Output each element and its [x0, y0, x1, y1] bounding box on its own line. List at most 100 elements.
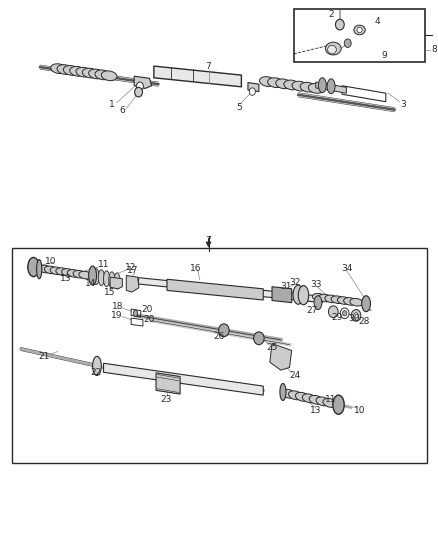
Ellipse shape: [318, 294, 331, 302]
Ellipse shape: [70, 67, 85, 76]
Ellipse shape: [39, 265, 52, 273]
Ellipse shape: [318, 78, 325, 93]
Text: 11: 11: [98, 261, 109, 269]
Ellipse shape: [56, 268, 69, 276]
Text: 31: 31: [279, 282, 291, 291]
Ellipse shape: [283, 80, 299, 90]
Ellipse shape: [350, 310, 360, 321]
Text: 29: 29: [330, 312, 342, 321]
Text: 12: 12: [125, 263, 137, 272]
Polygon shape: [269, 344, 291, 370]
Text: 2: 2: [328, 10, 333, 19]
Ellipse shape: [279, 383, 286, 400]
Ellipse shape: [315, 397, 329, 406]
Text: 24: 24: [289, 371, 300, 380]
Ellipse shape: [133, 310, 138, 317]
Ellipse shape: [63, 66, 79, 75]
Text: 23: 23: [160, 395, 171, 404]
Text: 30: 30: [348, 314, 359, 323]
Ellipse shape: [343, 297, 356, 305]
Text: 10: 10: [353, 406, 364, 415]
Ellipse shape: [73, 270, 86, 278]
Ellipse shape: [322, 399, 336, 407]
Bar: [293, 9, 424, 62]
Polygon shape: [138, 278, 321, 303]
Text: 7: 7: [205, 237, 211, 246]
Ellipse shape: [353, 313, 357, 318]
Ellipse shape: [98, 270, 104, 286]
Ellipse shape: [337, 297, 350, 304]
Ellipse shape: [61, 269, 74, 276]
Ellipse shape: [292, 285, 303, 304]
Ellipse shape: [353, 25, 364, 35]
Polygon shape: [247, 83, 258, 92]
Ellipse shape: [291, 81, 307, 91]
Ellipse shape: [325, 42, 340, 55]
Ellipse shape: [95, 70, 110, 80]
Ellipse shape: [92, 357, 101, 375]
Ellipse shape: [36, 260, 42, 279]
Polygon shape: [315, 82, 346, 93]
Ellipse shape: [76, 67, 92, 77]
Text: 11: 11: [325, 395, 336, 404]
Text: 3: 3: [399, 100, 405, 109]
Ellipse shape: [342, 311, 346, 316]
Ellipse shape: [82, 68, 98, 78]
Ellipse shape: [295, 392, 308, 401]
Ellipse shape: [101, 71, 117, 80]
Text: 34: 34: [341, 264, 352, 272]
Ellipse shape: [327, 45, 336, 54]
Ellipse shape: [218, 324, 229, 337]
Ellipse shape: [349, 298, 362, 306]
Ellipse shape: [253, 332, 264, 345]
Text: 18: 18: [112, 302, 124, 311]
Text: 9: 9: [380, 52, 386, 60]
Ellipse shape: [361, 296, 370, 312]
Ellipse shape: [114, 273, 120, 289]
Ellipse shape: [343, 39, 350, 47]
Text: 32: 32: [289, 278, 300, 287]
Text: 27: 27: [306, 305, 317, 314]
Ellipse shape: [109, 272, 115, 288]
Ellipse shape: [328, 306, 337, 318]
Ellipse shape: [281, 389, 295, 398]
Ellipse shape: [308, 395, 322, 405]
Ellipse shape: [339, 308, 348, 319]
Polygon shape: [155, 373, 180, 394]
Ellipse shape: [332, 395, 343, 414]
Ellipse shape: [93, 269, 99, 285]
Ellipse shape: [249, 88, 255, 95]
Polygon shape: [272, 287, 291, 303]
Polygon shape: [110, 277, 122, 289]
Text: 33: 33: [309, 279, 321, 288]
Text: 22: 22: [90, 368, 102, 377]
Ellipse shape: [88, 69, 104, 79]
Polygon shape: [103, 364, 263, 395]
Ellipse shape: [67, 270, 80, 277]
Ellipse shape: [335, 19, 343, 30]
Ellipse shape: [312, 294, 325, 301]
Ellipse shape: [28, 257, 39, 277]
Ellipse shape: [275, 79, 291, 88]
Ellipse shape: [313, 296, 321, 310]
Text: 21: 21: [38, 352, 49, 361]
Text: 17: 17: [127, 266, 138, 275]
Polygon shape: [153, 66, 241, 87]
Text: 16: 16: [189, 264, 201, 272]
Ellipse shape: [302, 394, 315, 403]
Text: 20: 20: [144, 315, 155, 324]
Text: 15: 15: [103, 287, 115, 296]
Ellipse shape: [134, 87, 142, 97]
Ellipse shape: [307, 84, 323, 93]
Ellipse shape: [259, 77, 275, 86]
Ellipse shape: [356, 27, 361, 33]
Text: 6: 6: [119, 106, 125, 115]
Text: 8: 8: [430, 45, 436, 54]
Polygon shape: [166, 279, 263, 300]
Text: 5: 5: [236, 102, 241, 111]
Polygon shape: [126, 276, 139, 292]
Polygon shape: [134, 76, 151, 88]
Text: 4: 4: [373, 18, 379, 27]
Text: 28: 28: [357, 317, 369, 326]
Text: 13: 13: [60, 273, 71, 282]
